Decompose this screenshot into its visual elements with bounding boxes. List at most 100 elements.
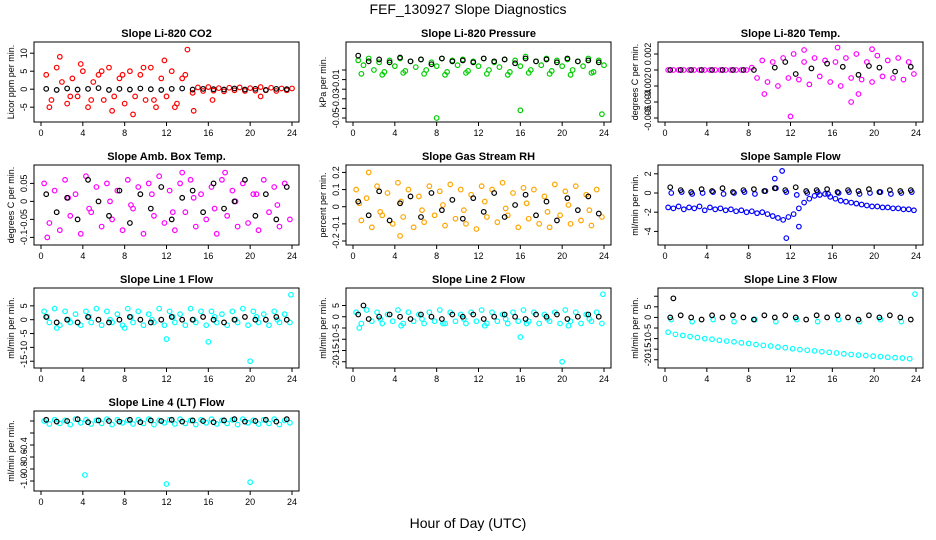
panel-title: Slope Gas Stream RH bbox=[422, 151, 535, 163]
data-point bbox=[287, 216, 293, 223]
data-point bbox=[719, 67, 726, 73]
data-point bbox=[470, 311, 477, 318]
data-point bbox=[543, 198, 550, 205]
data-point bbox=[517, 107, 524, 114]
data-point bbox=[761, 188, 768, 194]
data-point bbox=[775, 344, 781, 350]
data-point bbox=[707, 204, 713, 211]
data-point bbox=[419, 207, 425, 214]
data-point bbox=[405, 309, 412, 316]
x-tick-label: 12 bbox=[161, 128, 171, 138]
data-point bbox=[360, 62, 367, 69]
data-point bbox=[163, 481, 170, 487]
data-point bbox=[161, 57, 168, 64]
x-tick-label: 0 bbox=[350, 251, 355, 261]
data-point bbox=[588, 69, 595, 76]
data-point bbox=[106, 212, 112, 219]
data-point bbox=[210, 86, 217, 93]
data-point bbox=[580, 63, 586, 70]
x-tick-label: 24 bbox=[287, 128, 297, 138]
y-tick-label: -20 bbox=[643, 353, 653, 366]
data-point bbox=[74, 93, 81, 100]
data-point bbox=[501, 311, 508, 318]
data-point bbox=[221, 88, 227, 95]
plot-frame bbox=[33, 287, 300, 369]
data-point bbox=[74, 86, 81, 93]
data-point bbox=[187, 417, 194, 424]
data-point bbox=[168, 68, 175, 75]
data-point bbox=[126, 86, 133, 93]
data-point bbox=[107, 198, 113, 205]
data-point bbox=[701, 67, 708, 73]
data-point bbox=[442, 71, 448, 78]
data-point bbox=[499, 179, 506, 186]
data-point bbox=[421, 219, 428, 226]
data-point bbox=[189, 89, 196, 96]
data-point bbox=[520, 307, 527, 313]
data-point bbox=[161, 220, 168, 226]
data-point bbox=[190, 194, 197, 201]
data-point bbox=[731, 318, 737, 325]
data-point bbox=[863, 202, 870, 209]
x-tick-label: 4 bbox=[392, 128, 397, 138]
data-point bbox=[845, 187, 851, 194]
data-point bbox=[377, 208, 384, 215]
data-point bbox=[760, 342, 767, 349]
data-point bbox=[428, 61, 435, 68]
data-point bbox=[848, 99, 855, 105]
x-tick-label: 16 bbox=[515, 374, 525, 384]
data-point bbox=[775, 215, 781, 221]
data-point bbox=[200, 314, 207, 320]
data-point bbox=[268, 84, 274, 91]
y-tick-label: -15 bbox=[19, 355, 29, 368]
data-point bbox=[119, 71, 126, 78]
data-point bbox=[688, 67, 695, 73]
data-point bbox=[148, 316, 155, 323]
data-point bbox=[554, 217, 560, 224]
data-point bbox=[564, 55, 571, 62]
data-point bbox=[855, 91, 862, 97]
y-tick-label: -5 bbox=[19, 330, 29, 338]
data-point bbox=[438, 316, 445, 322]
data-point bbox=[769, 59, 776, 65]
data-point bbox=[171, 421, 178, 427]
data-point bbox=[368, 224, 375, 231]
data-point bbox=[698, 316, 705, 323]
data-point bbox=[205, 84, 212, 90]
data-point bbox=[491, 313, 498, 320]
data-point bbox=[140, 230, 147, 237]
data-point bbox=[400, 214, 407, 220]
data-point bbox=[438, 55, 445, 62]
data-point bbox=[95, 198, 102, 205]
data-point bbox=[792, 184, 799, 191]
data-point bbox=[522, 316, 529, 322]
data-point bbox=[717, 67, 724, 73]
x-tick-label: 0 bbox=[38, 251, 43, 261]
data-point bbox=[192, 421, 199, 428]
data-point bbox=[876, 189, 883, 195]
data-point bbox=[421, 320, 428, 327]
data-point bbox=[93, 184, 100, 190]
data-point bbox=[769, 213, 776, 219]
data-point bbox=[730, 312, 736, 319]
data-point bbox=[687, 333, 693, 340]
data-point bbox=[140, 322, 147, 329]
data-point bbox=[242, 86, 248, 93]
data-point bbox=[418, 56, 424, 63]
data-point bbox=[554, 311, 560, 318]
data-point bbox=[187, 176, 194, 183]
y-axis-label: ml/min per min. bbox=[6, 297, 16, 359]
data-point bbox=[897, 314, 904, 321]
data-point bbox=[400, 69, 407, 76]
panel-8: Slope Line 2 Flow 0 4 8 12 16 20 24 -20-15-10-5 0… bbox=[318, 274, 612, 384]
data-point bbox=[481, 198, 488, 205]
data-point bbox=[252, 85, 259, 92]
data-point bbox=[116, 75, 123, 82]
x-tick-label: 24 bbox=[599, 251, 609, 261]
data-point bbox=[738, 207, 745, 214]
data-point bbox=[709, 188, 715, 194]
data-point bbox=[140, 420, 147, 427]
data-point bbox=[440, 202, 446, 208]
data-point bbox=[740, 187, 747, 194]
data-point bbox=[239, 305, 246, 312]
